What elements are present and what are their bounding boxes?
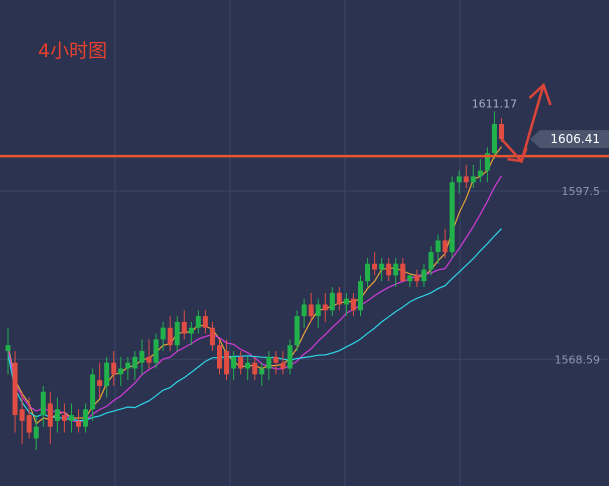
candle-body-36 — [259, 368, 265, 375]
candle-body-32 — [231, 356, 237, 369]
candle-body-17 — [125, 362, 131, 369]
candle-body-45 — [322, 304, 328, 311]
candle-body-18 — [132, 356, 138, 369]
candle-body-31 — [224, 351, 230, 375]
candle-body-7 — [54, 409, 60, 421]
current-price-label: 1606.41 — [550, 132, 600, 146]
candle-body-38 — [273, 356, 279, 363]
overlay: 1606.41 1611.17 — [0, 82, 609, 164]
candle-body-39 — [280, 362, 286, 369]
candle-body-4 — [33, 426, 39, 439]
candle-body-65 — [463, 176, 469, 183]
candle-body-13 — [97, 380, 103, 386]
candle-body-28 — [202, 316, 208, 328]
candle-body-35 — [252, 362, 258, 375]
candle-body-61 — [435, 240, 441, 253]
candle-body-8 — [61, 415, 67, 421]
trend-arrow-head-up — [528, 82, 552, 106]
y-tick-label-1: 1568.59 — [555, 353, 601, 366]
y-tick-label-0: 1597.5 — [562, 185, 601, 198]
candle-body-9 — [68, 415, 74, 421]
candle-body-48 — [343, 298, 349, 305]
candle-body-29 — [209, 327, 215, 346]
candle-body-41 — [294, 316, 300, 346]
candle-body-42 — [301, 304, 307, 317]
candle-body-58 — [414, 275, 420, 282]
candle-body-10 — [76, 420, 81, 427]
candle-body-24 — [174, 321, 180, 346]
candle-body-19 — [139, 351, 145, 363]
candle-body-27 — [195, 316, 201, 328]
candle-body-52 — [372, 263, 378, 270]
candles — [5, 111, 504, 450]
candle-body-54 — [386, 263, 392, 276]
chart-title: 4小时图 — [38, 40, 107, 62]
candle-body-37 — [266, 356, 272, 369]
candle-body-57 — [407, 275, 413, 282]
candle-body-50 — [358, 281, 363, 311]
candle-body-44 — [315, 304, 321, 317]
candle-body-21 — [153, 339, 159, 363]
candle-body-53 — [379, 263, 385, 270]
candle-body-66 — [470, 176, 476, 183]
candle-body-67 — [477, 170, 483, 177]
candle-body-6 — [47, 403, 53, 427]
candle-body-5 — [40, 391, 46, 416]
candle-body-51 — [365, 263, 371, 282]
candle-body-25 — [181, 321, 187, 334]
candle-body-14 — [104, 362, 110, 386]
candle-body-23 — [167, 327, 173, 346]
candle-body-55 — [393, 263, 399, 276]
candle-body-68 — [484, 153, 490, 171]
candle-body-63 — [449, 182, 455, 253]
candle-body-34 — [245, 362, 251, 369]
candle-body-40 — [287, 345, 293, 369]
high-price-label: 1611.17 — [472, 97, 518, 110]
candle-body-43 — [308, 304, 314, 317]
candle-body-60 — [428, 252, 434, 270]
candle-body-46 — [329, 292, 335, 311]
candle-body-16 — [118, 368, 124, 375]
candle-body-12 — [90, 374, 96, 410]
candle-body-0 — [5, 345, 11, 352]
candle-body-70 — [499, 124, 504, 140]
candle-body-69 — [491, 124, 497, 154]
candle-body-56 — [400, 263, 406, 282]
current-price-tag — [530, 130, 609, 149]
ma-long-line — [7, 228, 502, 422]
candle-body-3 — [26, 415, 32, 433]
candle-body-2 — [19, 409, 25, 421]
candle-body-64 — [456, 176, 462, 183]
candle-body-22 — [160, 327, 166, 340]
trend-arrow-head-down — [507, 147, 528, 163]
candle-body-15 — [111, 362, 117, 375]
candle-body-62 — [442, 240, 448, 253]
candle-body-1 — [12, 362, 18, 416]
candle-body-20 — [146, 356, 152, 363]
candle-body-30 — [217, 345, 222, 369]
candle-body-33 — [238, 356, 244, 369]
candle-body-26 — [188, 327, 194, 334]
candle-body-11 — [83, 409, 89, 427]
candle-body-59 — [421, 269, 427, 282]
candle-body-49 — [350, 298, 356, 311]
candle-body-47 — [336, 292, 342, 305]
